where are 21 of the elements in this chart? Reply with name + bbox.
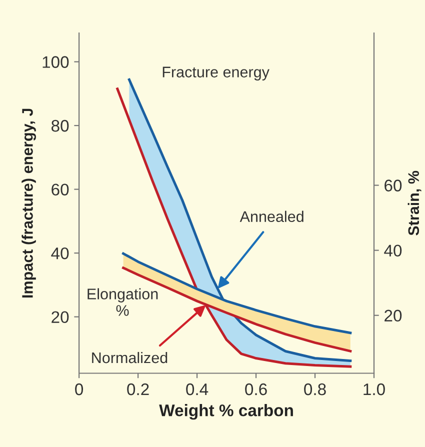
annotation: Elongation % (88, 288, 158, 316)
y-tick-label: 80 (52, 120, 69, 132)
y2-tick-label: 20 (384, 310, 402, 322)
x-tick-label: 1.0 (364, 383, 385, 396)
x-tick-label: 0.8 (304, 383, 326, 396)
x-tick-label: 0.6 (245, 383, 267, 396)
y-tick-label: 20 (52, 311, 69, 324)
y-axis-title: Impact (fracture) energy, J (22, 108, 36, 298)
y-tick-label: 100 (42, 56, 69, 68)
annotation: Fracture energy (162, 66, 270, 80)
y-tick-label: 60 (52, 184, 69, 196)
y2-tick-label: 60 (384, 180, 402, 192)
annotation: Annealed (240, 210, 304, 222)
y2-tick-label: 40 (384, 244, 402, 257)
x-axis-title: Weight % carbon (159, 404, 293, 420)
annotation: Normalized (92, 352, 168, 364)
x-tick-label: 0.4 (186, 383, 208, 396)
x-tick-label: 0 (75, 383, 84, 396)
y2-axis-title: Strain, % (408, 170, 422, 236)
y-tick-label: 40 (51, 247, 69, 260)
x-tick-label: 0.2 (127, 383, 149, 396)
